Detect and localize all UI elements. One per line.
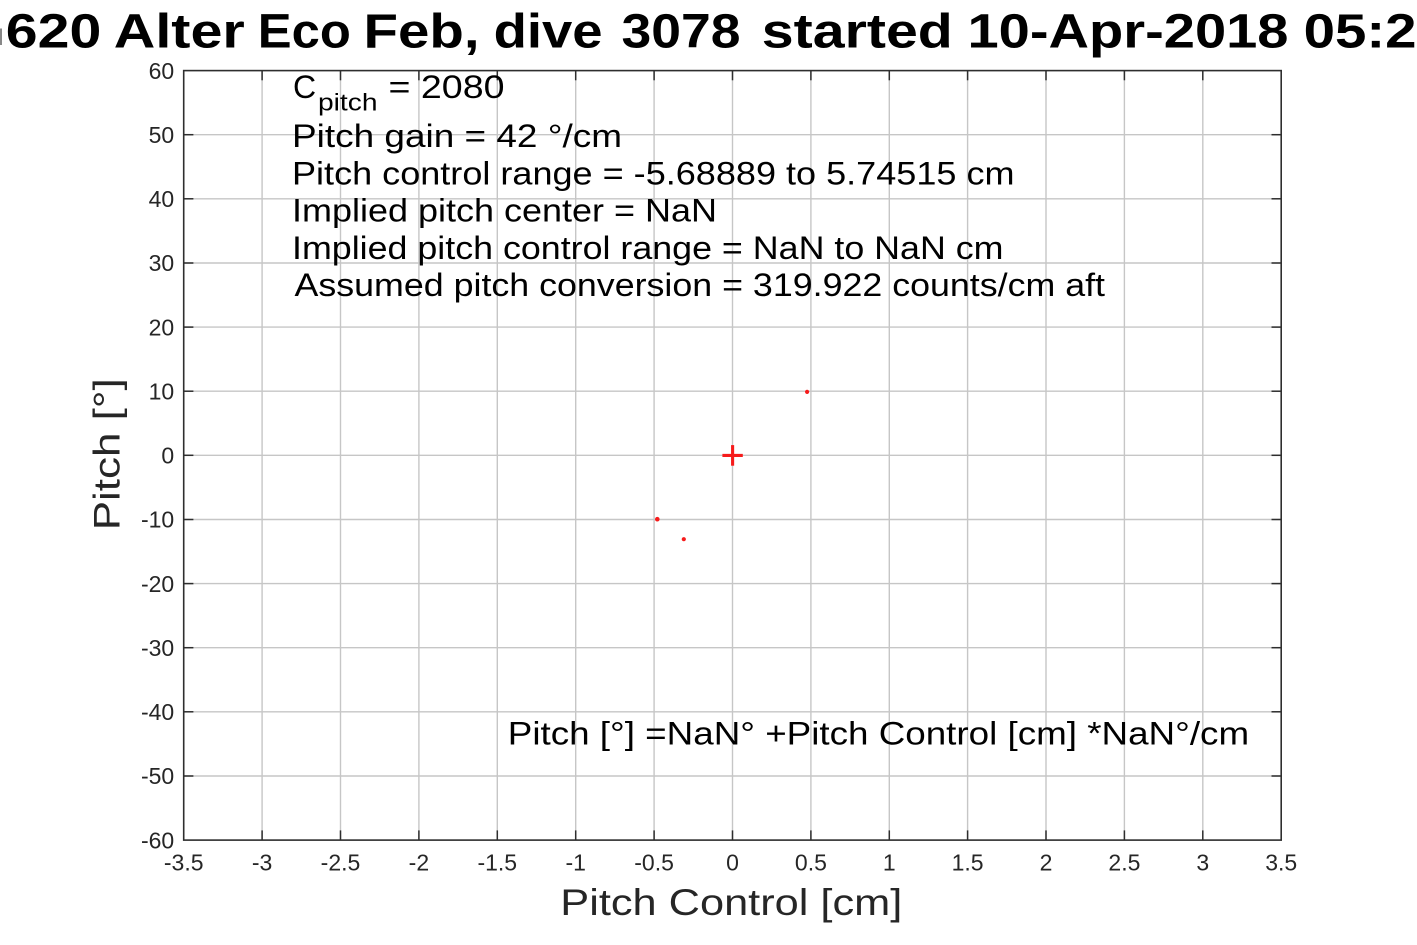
svg-text:Alter: Alter [114,5,245,59]
svg-text:2: 2 [1040,850,1053,876]
svg-text:1.5: 1.5 [952,850,984,876]
svg-text:Pitch gain = 42 °/cm: Pitch gain = 42 °/cm [292,118,622,154]
svg-text:40: 40 [149,186,175,212]
svg-text:-1.5: -1.5 [477,850,517,876]
svg-text:Pitch [°]: Pitch [°] [86,378,127,530]
svg-text:0.5: 0.5 [795,850,827,876]
svg-text:-10: -10 [141,507,174,533]
svg-text:Pitch [°] =NaN° +Pitch Control: Pitch [°] =NaN° +Pitch Control [cm] *NaN… [508,715,1249,751]
svg-text:05:2: 05:2 [1304,5,1417,59]
svg-text:started: started [762,5,953,59]
svg-text:pitch: pitch [318,90,378,117]
svg-text:0: 0 [726,850,739,876]
svg-text:Feb,: Feb, [364,5,480,59]
svg-text:3: 3 [1196,850,1209,876]
svg-text:C: C [293,69,316,105]
svg-text:-3.5: -3.5 [164,850,204,876]
svg-text:50: 50 [149,122,175,148]
svg-text:Pitch control range = -5.68889: Pitch control range = -5.68889 to 5.7451… [292,155,1015,191]
svg-text:0: 0 [161,443,174,469]
svg-text:Pitch Control [cm]: Pitch Control [cm] [560,882,902,923]
svg-text:-30: -30 [141,635,174,661]
svg-text:-3: -3 [252,850,272,876]
svg-text:-50: -50 [141,763,174,789]
svg-text:Implied pitch center = NaN: Implied pitch center = NaN [292,193,717,229]
svg-text:-1: -1 [565,850,585,876]
svg-text:30: 30 [149,250,175,276]
svg-text:10: 10 [149,378,175,404]
svg-text:620: 620 [6,5,102,59]
svg-text:10-Apr-2018: 10-Apr-2018 [968,5,1289,59]
svg-text:-60: -60 [141,827,174,853]
svg-text:-2: -2 [409,850,429,876]
svg-text:2.5: 2.5 [1108,850,1140,876]
svg-text:Implied pitch control range =: Implied pitch control range = NaN to NaN… [292,230,1004,266]
svg-text:3.5: 3.5 [1265,850,1297,876]
svg-text:-40: -40 [141,699,174,725]
svg-text:-0.5: -0.5 [634,850,674,876]
svg-text:20: 20 [149,314,175,340]
svg-text:Eco: Eco [258,5,351,59]
svg-text:Assumed pitch conversion = 319: Assumed pitch conversion = 319.922 count… [295,267,1106,303]
svg-text:= 2080: = 2080 [389,69,505,105]
svg-text:-20: -20 [141,571,174,597]
svg-text:3078: 3078 [622,5,741,59]
svg-text:dive: dive [494,5,603,59]
svg-text:60: 60 [149,58,175,84]
svg-text:-2.5: -2.5 [321,850,361,876]
svg-text:1: 1 [883,850,896,876]
